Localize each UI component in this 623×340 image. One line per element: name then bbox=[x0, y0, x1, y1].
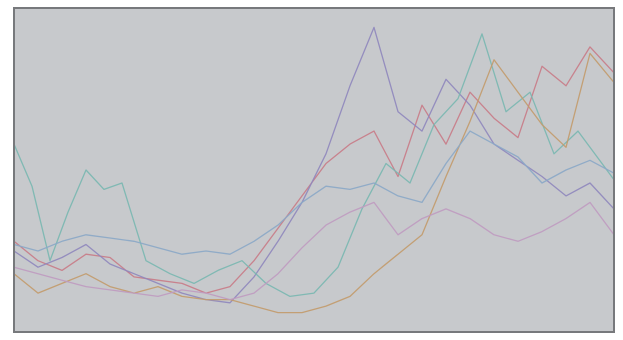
series-line-2 bbox=[13, 26, 615, 304]
plot-area bbox=[14, 8, 614, 332]
series-layer bbox=[13, 26, 615, 314]
series-line-6 bbox=[13, 201, 615, 301]
series-line-4 bbox=[13, 52, 615, 314]
plot-frame bbox=[13, 7, 615, 333]
series-line-5 bbox=[13, 130, 615, 255]
series-line-1 bbox=[13, 46, 615, 294]
series-line-3 bbox=[13, 33, 615, 298]
